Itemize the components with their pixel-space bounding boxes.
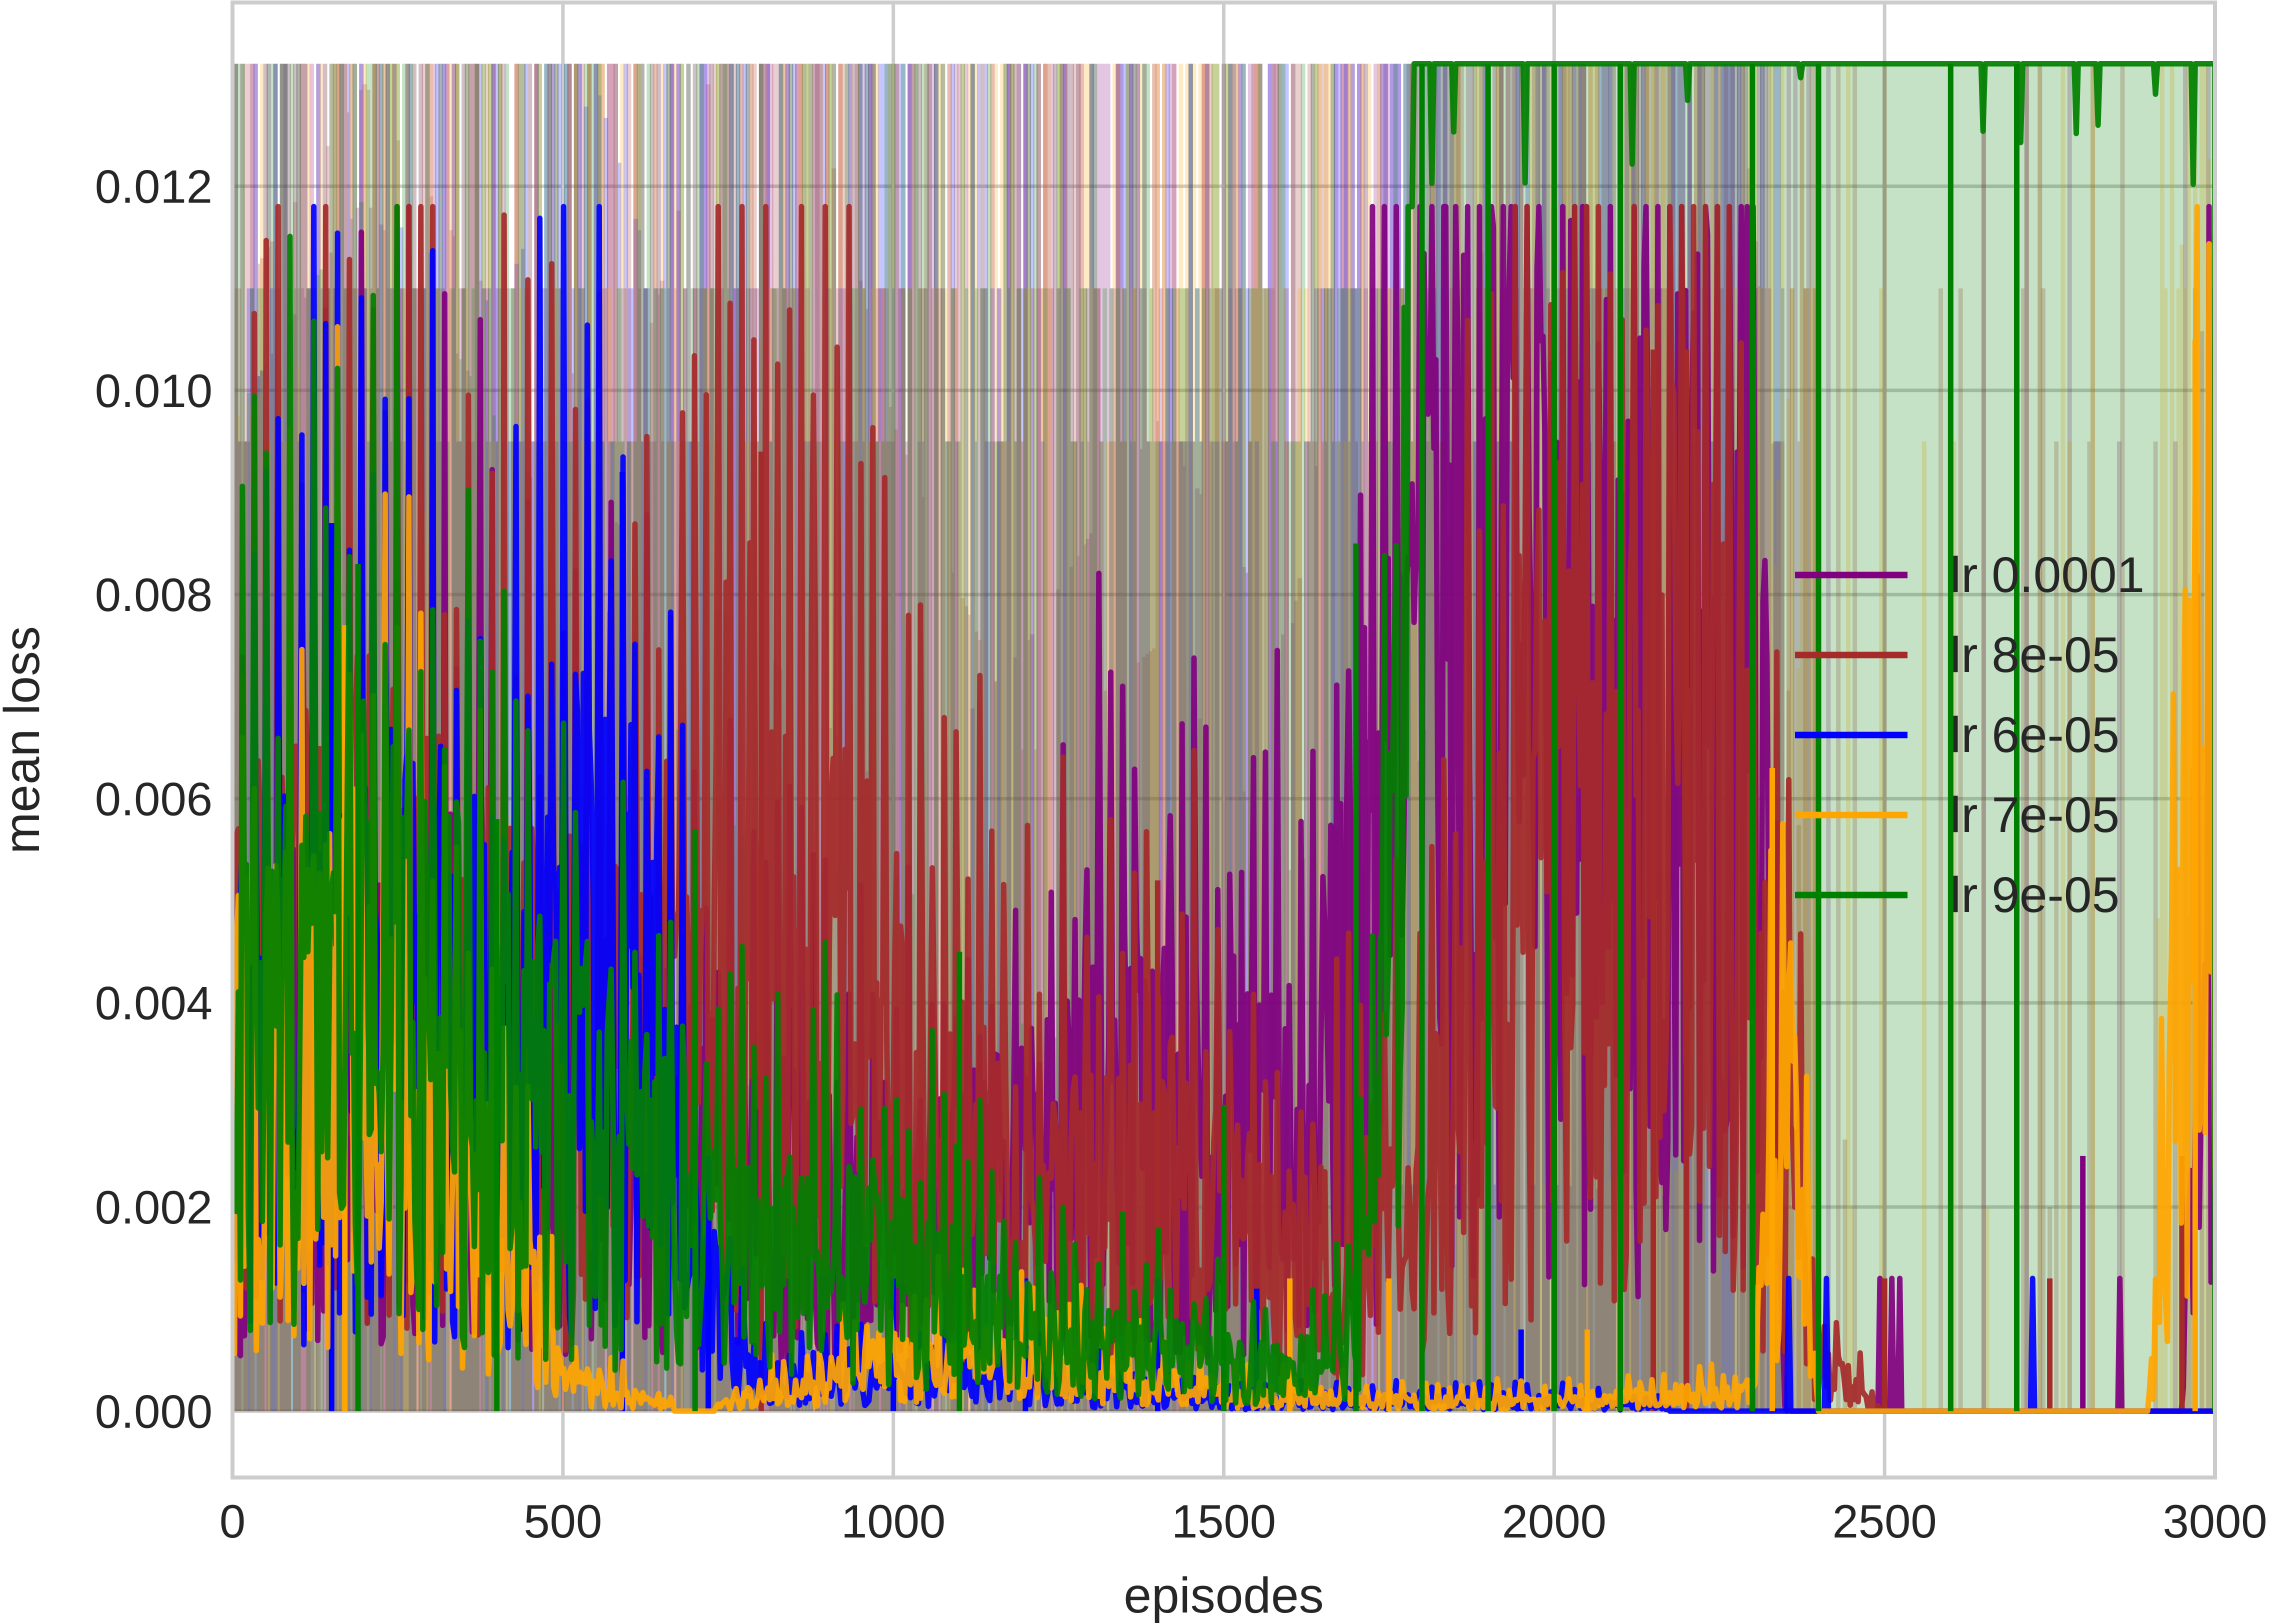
x-tick-label: 500 — [524, 1495, 602, 1548]
y-tick-label: 0.002 — [95, 1181, 212, 1234]
series-peaks — [355, 64, 2215, 1412]
legend-label: lr 9e-05 — [1950, 867, 2120, 923]
legend-label: lr 8e-05 — [1950, 627, 2120, 683]
series-lines — [232, 61, 2215, 1414]
tick-labels: 0 500 1000 1500 2000 2500 3000 0.000 0.002 0.004 0… — [95, 160, 2268, 1548]
legend: lr 0.0001 lr 8e-05 lr 6e-05 lr 7e-05 lr 9e-0… — [1795, 547, 2144, 923]
x-tick-label: 3000 — [2162, 1495, 2267, 1548]
y-tick-label: 0.012 — [95, 160, 212, 212]
legend-label: lr 7e-05 — [1950, 787, 2120, 843]
y-axis-label: mean loss — [0, 626, 50, 854]
x-tick-label: 2000 — [1502, 1495, 1606, 1548]
y-tick-label: 0.008 — [95, 568, 212, 621]
y-tick-label: 0.004 — [95, 977, 212, 1030]
x-tick-label: 2500 — [1832, 1495, 1937, 1548]
legend-label: lr 6e-05 — [1950, 707, 2120, 763]
y-tick-label: 0.010 — [95, 364, 212, 417]
plot-frame — [230, 0, 2217, 1480]
y-tick-label: 0.000 — [95, 1385, 212, 1438]
x-tick-label: 0 — [220, 1495, 246, 1548]
x-tick-label: 1500 — [1172, 1495, 1276, 1548]
legend-label: lr 0.0001 — [1950, 547, 2144, 603]
y-tick-label: 0.006 — [95, 772, 212, 825]
x-tick-label: 1000 — [841, 1495, 946, 1548]
x-axis-label: episodes — [1124, 1568, 1324, 1624]
